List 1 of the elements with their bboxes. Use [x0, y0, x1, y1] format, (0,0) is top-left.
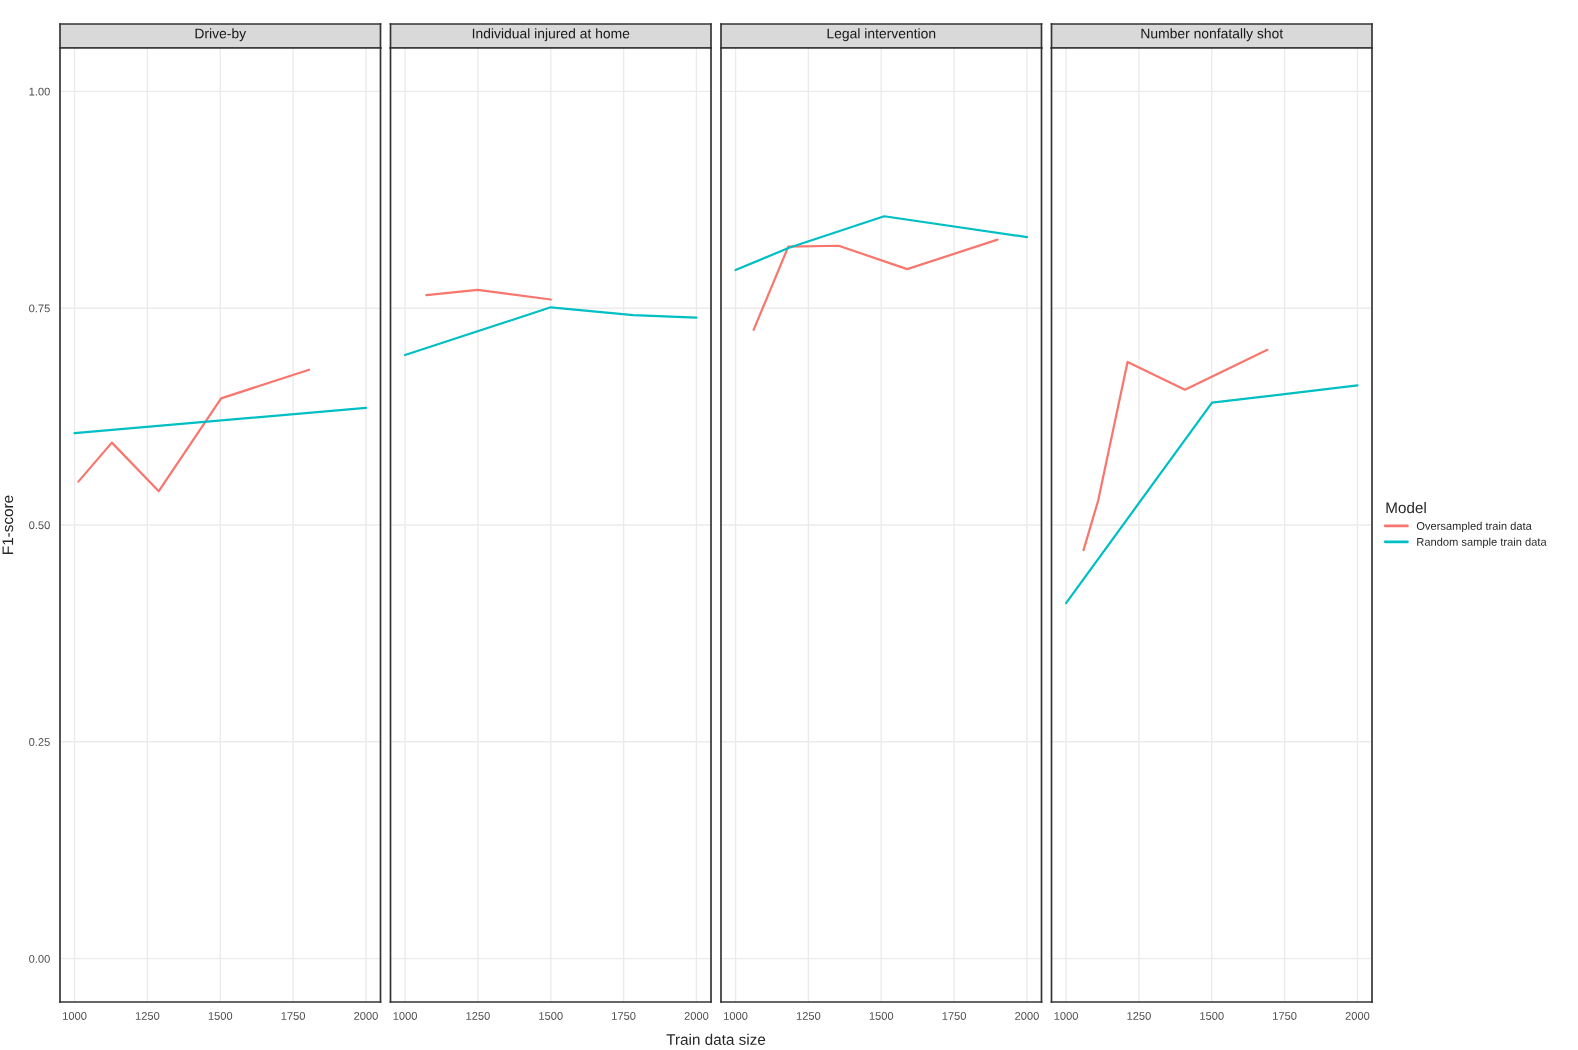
- line-series: [77, 368, 311, 493]
